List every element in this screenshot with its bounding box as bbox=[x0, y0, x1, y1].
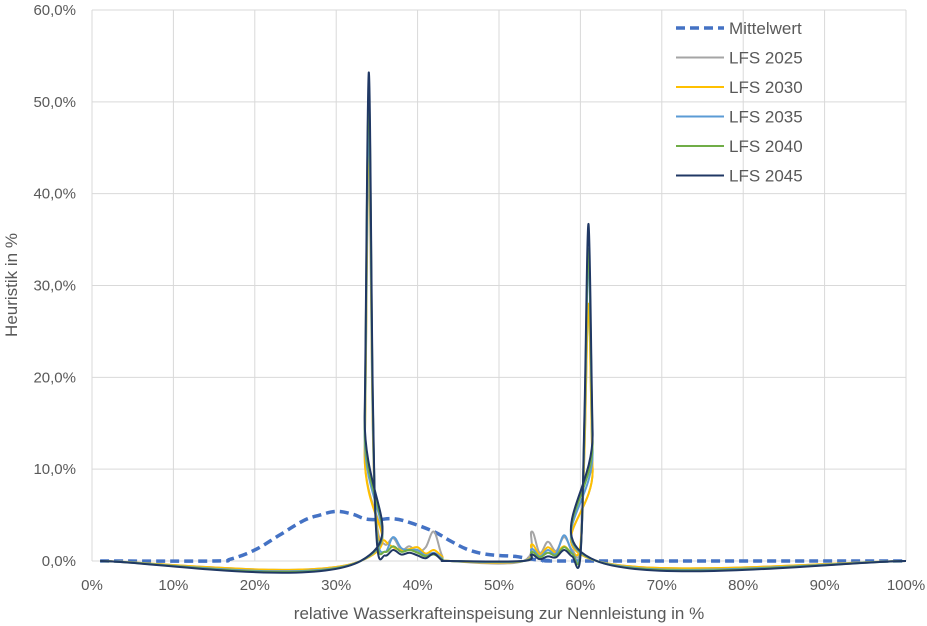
x-tick-label: 20% bbox=[240, 577, 270, 594]
x-tick-label: 50% bbox=[484, 577, 514, 594]
x-tick-label: 70% bbox=[647, 577, 677, 594]
x-tick-label: 100% bbox=[887, 577, 925, 594]
series-line-lfs-2040 bbox=[100, 91, 907, 573]
y-axis-ticks: 0,0% 10,0% 20,0% 30,0% 40,0% 50,0% 60,0% bbox=[33, 2, 76, 570]
y-tick-label: 0,0% bbox=[42, 553, 76, 570]
series-line-lfs-2030 bbox=[100, 137, 907, 571]
y-tick-label: 20,0% bbox=[33, 369, 76, 386]
y-tick-label: 60,0% bbox=[33, 2, 76, 19]
y-tick-label: 30,0% bbox=[33, 278, 76, 295]
x-tick-label: 90% bbox=[810, 577, 840, 594]
y-tick-label: 40,0% bbox=[33, 186, 76, 203]
legend-label-lfs-2045: LFS 2045 bbox=[729, 167, 803, 186]
chart-legend: Mittelwert LFS 2025 LFS 2030 LFS 2035 LFS 20… bbox=[676, 19, 803, 186]
x-tick-label: 30% bbox=[321, 577, 351, 594]
x-axis-ticks: 0% 10% 20% 30% 40% 50% 60% 70% 80% 90% 100% bbox=[81, 577, 925, 594]
legend-label-lfs-2035: LFS 2035 bbox=[729, 108, 803, 127]
y-tick-label: 50,0% bbox=[33, 94, 76, 111]
x-tick-label: 60% bbox=[565, 577, 595, 594]
x-tick-label: 10% bbox=[158, 577, 188, 594]
y-axis-title: Heuristik in % bbox=[2, 233, 21, 337]
series-line-lfs-2045 bbox=[100, 71, 907, 574]
chart-series bbox=[100, 71, 907, 574]
x-tick-label: 40% bbox=[403, 577, 433, 594]
x-axis-title: relative Wasserkrafteinspeisung zur Nenn… bbox=[294, 604, 704, 623]
legend-label-lfs-2025: LFS 2025 bbox=[729, 49, 803, 68]
chart-grid bbox=[91, 9, 907, 562]
y-tick-label: 10,0% bbox=[33, 461, 76, 478]
series-line-lfs-2035 bbox=[100, 119, 907, 573]
series-line-lfs-2025 bbox=[100, 165, 907, 571]
series-line-mittelwert bbox=[100, 509, 907, 563]
legend-label-lfs-2030: LFS 2030 bbox=[729, 78, 803, 97]
legend-label-lfs-2040: LFS 2040 bbox=[729, 137, 803, 156]
legend-label-mittelwert: Mittelwert bbox=[729, 19, 802, 38]
x-tick-label: 80% bbox=[728, 577, 758, 594]
x-tick-label: 0% bbox=[81, 577, 103, 594]
